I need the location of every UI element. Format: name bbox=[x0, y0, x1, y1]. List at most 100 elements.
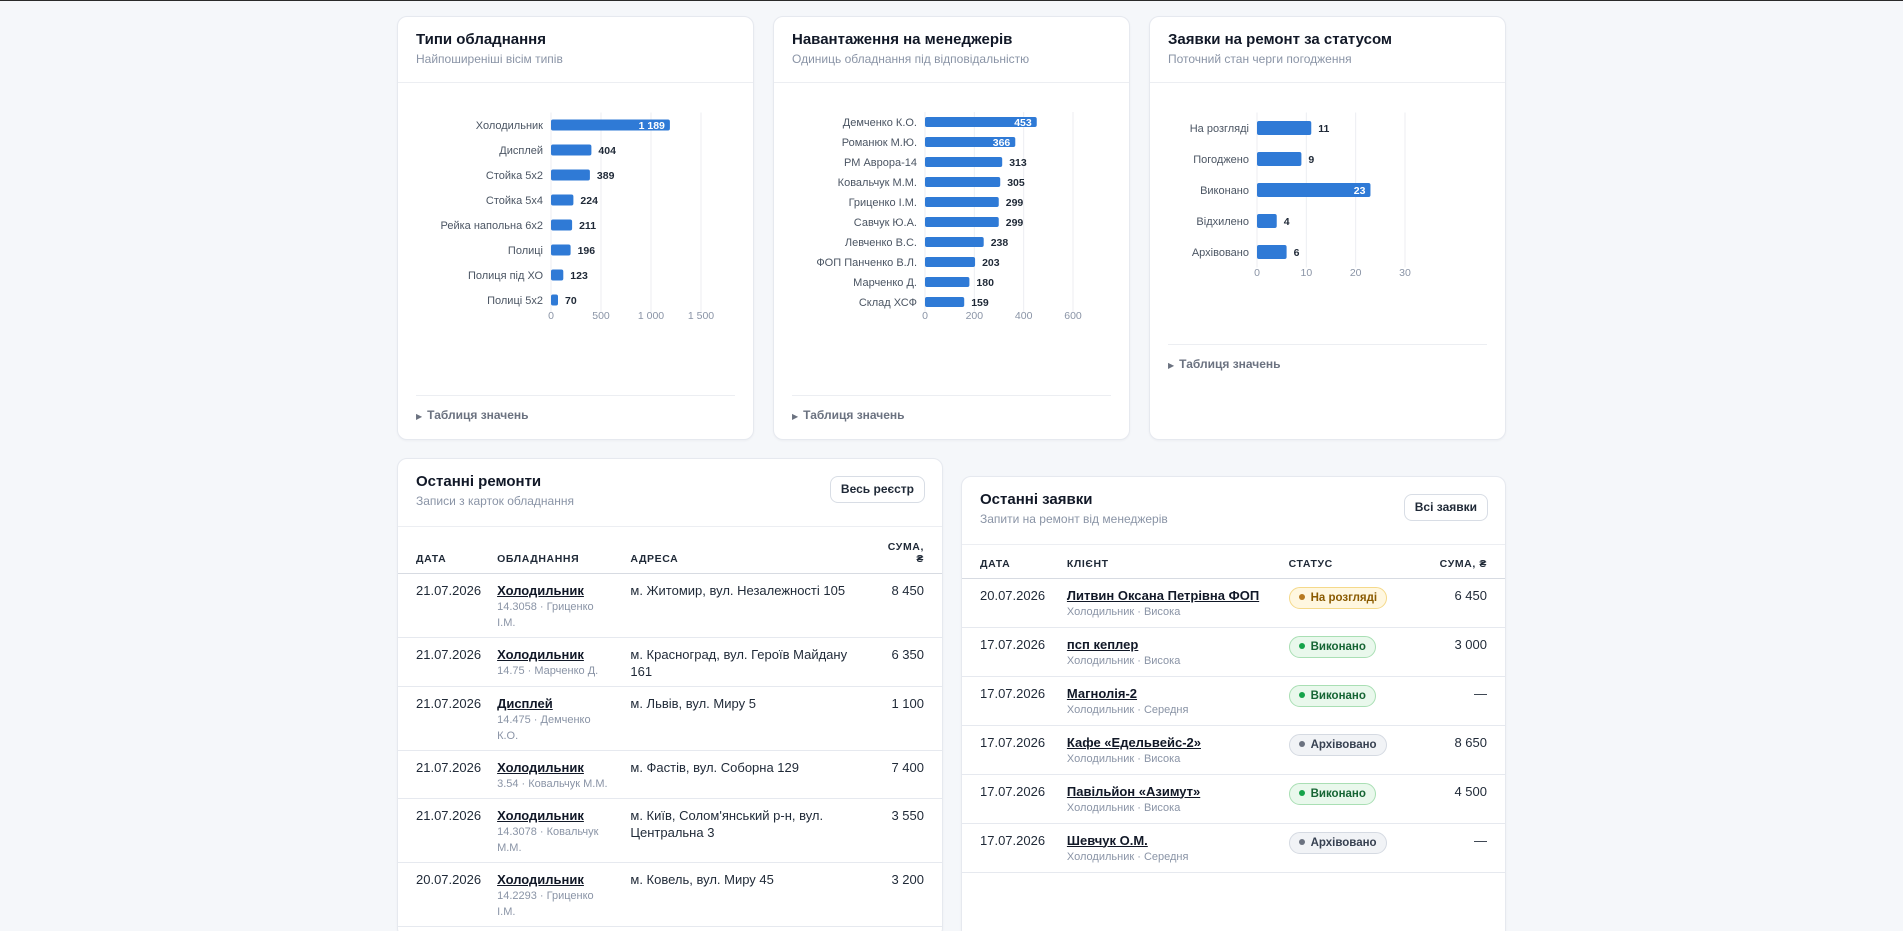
bar bbox=[925, 257, 976, 267]
repair-address: м. Фастів, вул. Соборна 129 bbox=[622, 750, 867, 799]
recent-requests-card: Останні заявки Запити на ремонт від мене… bbox=[961, 476, 1506, 931]
status-label: Архівовано bbox=[1310, 738, 1377, 751]
column-header-client: Клієнт bbox=[1058, 545, 1281, 579]
repair-date: 21.07.2026 bbox=[398, 573, 490, 638]
repair-sum: 1 100 bbox=[866, 686, 942, 751]
values-table-toggle[interactable]: ▶ Таблиця значень bbox=[792, 395, 1111, 422]
card-header: Заявки на ремонт за статусом Поточний ст… bbox=[1150, 17, 1505, 83]
bar bbox=[925, 237, 984, 247]
table-row: 20.07.2026 Холодильник 14.2293 · Гриценко … bbox=[398, 862, 942, 927]
data-label: 4 bbox=[1284, 216, 1290, 228]
data-label: 23 bbox=[1354, 185, 1366, 197]
bar bbox=[1257, 245, 1287, 259]
equipment-link[interactable]: Холодильник bbox=[497, 871, 584, 887]
request-meta: Холодильник · Середня bbox=[1066, 703, 1189, 716]
data-label: 404 bbox=[598, 145, 616, 157]
request-date: 17.07.2026 bbox=[962, 725, 1059, 775]
column-header-address: Адреса bbox=[622, 527, 867, 574]
card-header: Навантаження на менеджерів Одиниць облад… bbox=[774, 17, 1129, 83]
equipment-meta: 14.475 · Демченко К.О. bbox=[497, 713, 591, 742]
bar bbox=[1257, 121, 1312, 135]
full-registry-button[interactable]: Весь реєстр bbox=[829, 476, 925, 503]
equipment-link[interactable]: Дисплей bbox=[497, 695, 553, 711]
all-requests-button[interactable]: Всі заявки bbox=[1403, 494, 1488, 521]
bar bbox=[551, 144, 592, 156]
recent-repairs-table: Дата Обладнання Адреса Сума, ₴ 21.07.2026… bbox=[398, 527, 942, 927]
column-header-sum: Сума, ₴ bbox=[866, 527, 942, 574]
bar bbox=[925, 137, 1016, 147]
x-tick-label: 10 bbox=[1300, 267, 1312, 279]
client-link[interactable]: Литвин Оксана Петрівна ФОП bbox=[1066, 587, 1260, 603]
status-dot-icon bbox=[1298, 740, 1305, 747]
bar bbox=[1257, 183, 1371, 197]
data-label: 299 bbox=[1006, 197, 1024, 209]
table-row: 20.07.2026 Литвин Оксана Петрівна ФОП Холо… bbox=[962, 578, 1505, 628]
request-client-cell: Магнолія-2 Холодильник · Середня bbox=[1058, 676, 1281, 726]
equipment-link[interactable]: Холодильник bbox=[497, 646, 584, 662]
x-tick-label: 1 000 bbox=[638, 310, 664, 322]
recent-requests-table: Дата Клієнт Статус Сума, ₴ 20.07.2026 Лит… bbox=[962, 545, 1505, 873]
request-date: 17.07.2026 bbox=[962, 774, 1059, 824]
client-link[interactable]: Магнолія-2 bbox=[1066, 685, 1138, 701]
request-sum: 3 000 bbox=[1410, 627, 1505, 677]
values-table-toggle[interactable]: ▶ Таблиця значень bbox=[1168, 344, 1487, 371]
card-header: Типи обладнання Найпоширеніші вісім типі… bbox=[398, 17, 753, 83]
request-sum: 4 500 bbox=[1410, 774, 1505, 824]
request-status-cell: Архівовано bbox=[1280, 725, 1411, 775]
client-link[interactable]: Шевчук О.М. bbox=[1066, 832, 1148, 848]
card-title: Типи обладнання bbox=[416, 31, 546, 48]
repair-sum: 8 450 bbox=[866, 573, 942, 638]
category-label: Гриценко І.М. bbox=[849, 197, 917, 209]
equipment-types-card: Типи обладнання Найпоширеніші вісім типі… bbox=[397, 16, 754, 440]
equipment-link[interactable]: Холодильник bbox=[497, 807, 584, 823]
column-header-date: Дата bbox=[962, 545, 1059, 579]
bar bbox=[551, 269, 564, 281]
client-link[interactable]: Павільйон «Азимут» bbox=[1066, 783, 1201, 799]
request-date: 17.07.2026 bbox=[962, 627, 1059, 677]
x-tick-label: 1 500 bbox=[688, 310, 714, 322]
x-tick-label: 20 bbox=[1350, 267, 1362, 279]
request-sum: — bbox=[1410, 823, 1505, 873]
equipment-link[interactable]: Холодильник bbox=[497, 759, 584, 775]
request-status-cell: Виконано bbox=[1280, 774, 1411, 824]
table-row: 17.07.2026 Магнолія-2 Холодильник · Середн… bbox=[962, 676, 1505, 726]
column-header-date: Дата bbox=[398, 527, 490, 574]
request-meta: Холодильник · Середня bbox=[1066, 850, 1189, 863]
category-label: На розгляді bbox=[1190, 123, 1249, 135]
client-link[interactable]: Кафе «Едельвейс-2» bbox=[1066, 734, 1201, 750]
request-client-cell: Павільйон «Азимут» Холодильник · Висока bbox=[1058, 774, 1281, 824]
bar bbox=[551, 219, 573, 231]
disclosure-triangle-icon: ▶ bbox=[416, 412, 423, 421]
equipment-link[interactable]: Холодильник bbox=[497, 582, 584, 598]
repair-equipment-cell: Холодильник 14.3078 · Ковальчук М.М. bbox=[489, 798, 623, 863]
x-tick-label: 600 bbox=[1064, 310, 1082, 322]
data-label: 366 bbox=[993, 137, 1011, 149]
bar bbox=[1257, 214, 1277, 228]
category-label: Рейка напольна 6х2 bbox=[440, 220, 543, 232]
repair-address: м. Львів, вул. Миру 5 bbox=[622, 686, 867, 751]
client-link[interactable]: псп кеплер bbox=[1066, 636, 1139, 652]
sum-header-line1: Сума, bbox=[887, 540, 924, 553]
bar bbox=[551, 194, 574, 206]
card-title: Останні заявки bbox=[980, 491, 1093, 508]
repair-date: 21.07.2026 bbox=[398, 686, 490, 751]
category-label: Склад ХСФ bbox=[859, 297, 917, 309]
card-header: Останні ремонти Записи з карток обладнан… bbox=[398, 459, 942, 527]
card-subtitle: Найпоширеніші вісім типів bbox=[416, 52, 563, 66]
repair-equipment-cell: Дисплей 14.475 · Демченко К.О. bbox=[489, 686, 623, 751]
x-tick-label: 500 bbox=[592, 310, 610, 322]
status-dot-icon bbox=[1298, 642, 1305, 649]
values-table-toggle[interactable]: ▶ Таблиця значень bbox=[416, 395, 735, 422]
category-label: Дисплей bbox=[499, 145, 543, 157]
bar bbox=[551, 294, 558, 306]
disclosure-triangle-icon: ▶ bbox=[792, 412, 799, 421]
repair-equipment-cell: Холодильник 14.75 · Марченко Д. bbox=[489, 637, 623, 687]
data-label: 1 189 bbox=[639, 120, 665, 132]
request-client-cell: Кафе «Едельвейс-2» Холодильник · Висока bbox=[1058, 725, 1281, 775]
data-label: 305 bbox=[1007, 177, 1025, 189]
status-label: На розгляді bbox=[1310, 591, 1378, 604]
recent-repairs-rows: 21.07.2026 Холодильник 14.3058 · Гриценко … bbox=[398, 573, 942, 927]
status-badge: Виконано bbox=[1288, 684, 1376, 707]
card-header: Останні заявки Запити на ремонт від мене… bbox=[962, 477, 1505, 545]
table-row: 21.07.2026 Холодильник 14.3078 · Ковальчук… bbox=[398, 798, 942, 863]
